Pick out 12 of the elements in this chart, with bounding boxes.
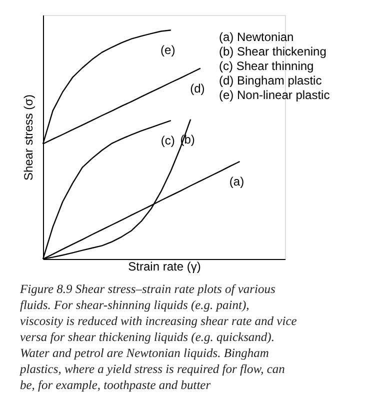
annotation: (d) Bingham plastic (219, 74, 322, 88)
annotation: (b) Shear thickening (219, 44, 326, 58)
series-label: (a) (229, 174, 244, 188)
y-axis-title: Shear stress (σ) (22, 94, 36, 181)
caption: Figure 8.9 Shear stress–strain rate plots of various fluids. For shear-shinning liquids (e.g. paint), viscosity is reduced with increasing shear rate and vice versa for shear thickening liquids (e.g. quicksand). Water and petrol are Newtonian liquids. Bingham plastics, where a yield stress is required for flow, can be, for example, toothpaste and butter (19, 282, 298, 392)
annotation: (e) Non-linear plastic (219, 88, 330, 102)
series-label: (c) (160, 134, 175, 148)
annotation: (a) Newtonian (219, 30, 294, 44)
x-axis-title: Strain rate (γ) (128, 260, 201, 274)
annotation: (c) Shear thinning (219, 59, 314, 73)
series-label: (e) (160, 43, 176, 58)
series-label: (d) (190, 81, 205, 96)
